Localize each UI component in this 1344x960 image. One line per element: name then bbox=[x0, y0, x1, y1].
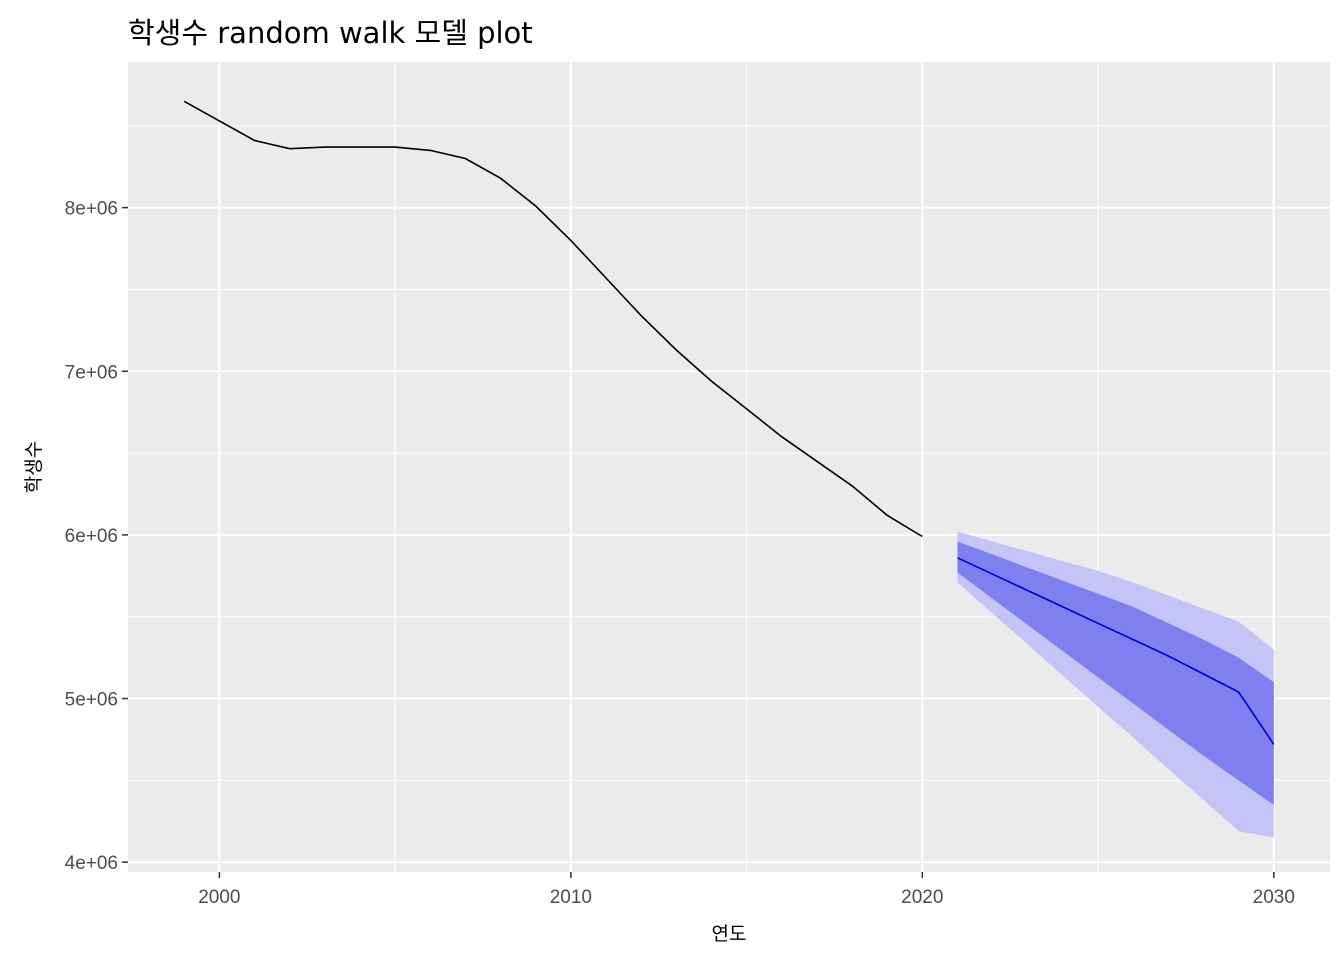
series-lines bbox=[183, 100, 1275, 745]
x-tick-label: 2020 bbox=[901, 887, 943, 908]
y-axis-title: 학생수 bbox=[23, 441, 45, 493]
y-tick-label: 5e+06 bbox=[65, 690, 118, 711]
y-tick-label: 6e+06 bbox=[65, 526, 118, 547]
x-tick-label: 2010 bbox=[550, 887, 592, 908]
chart-title: 학생수 random walk 모델 plot bbox=[128, 16, 533, 50]
y-tick-label: 8e+06 bbox=[65, 199, 118, 220]
minor-gridlines bbox=[128, 62, 1330, 872]
x-axis-title: 연도 bbox=[712, 923, 747, 945]
forecast-mean-line bbox=[957, 557, 1275, 745]
x-tick-label: 2030 bbox=[1253, 887, 1295, 908]
x-tick-label: 2000 bbox=[198, 887, 240, 908]
forecast-80-interval-band bbox=[957, 541, 1274, 805]
y-tick-label: 4e+06 bbox=[65, 853, 118, 874]
major-gridlines bbox=[128, 62, 1330, 872]
y-tick-label: 7e+06 bbox=[65, 362, 118, 383]
plot-panel bbox=[128, 62, 1330, 872]
forecast-intervals bbox=[957, 531, 1274, 838]
historical-series-line bbox=[183, 100, 923, 538]
axes: 2000 2010 2020 2030 4e+06 5e+06 6e+06 7e+06 8e+0… bbox=[65, 199, 1295, 908]
